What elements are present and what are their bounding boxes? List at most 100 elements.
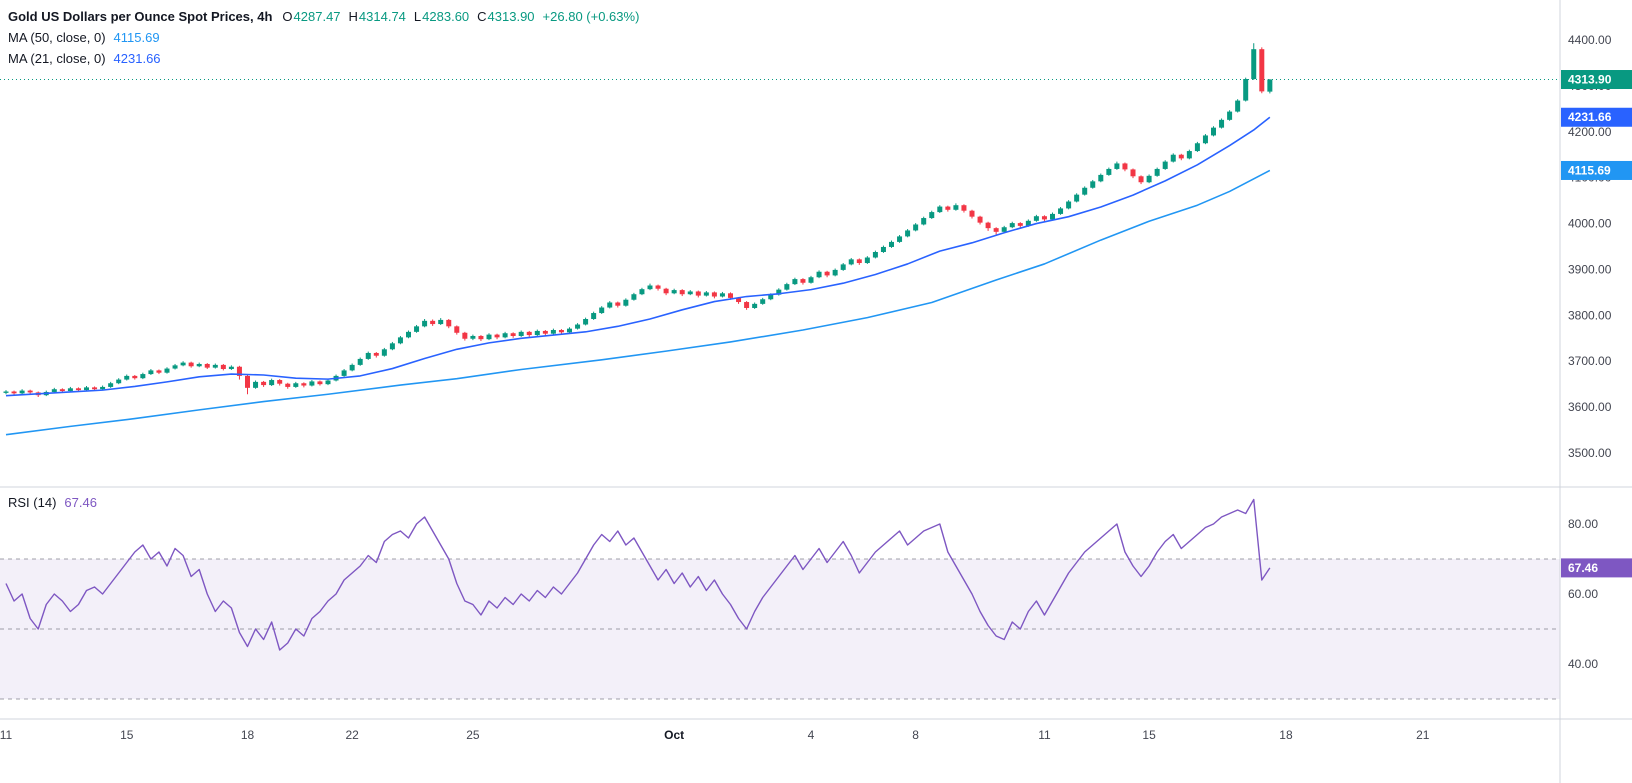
candle-body <box>124 375 130 380</box>
candle-body <box>1186 151 1192 159</box>
rsi-legend-row[interactable]: RSI (14) 67.46 <box>8 492 97 513</box>
time-axis[interactable]: 11 15 18 22 25 Oct 4 8 11 15 18 21 <box>0 728 1430 742</box>
candle-body <box>180 362 186 366</box>
candle-body <box>736 297 742 303</box>
time-tick-label: 4 <box>808 728 815 742</box>
candle-body <box>470 335 476 339</box>
candle-body <box>204 363 210 368</box>
candle-body <box>703 292 709 296</box>
time-tick-label: 25 <box>466 728 480 742</box>
candle-body <box>534 330 540 336</box>
candle-body <box>196 363 202 367</box>
candle-body <box>945 206 951 210</box>
candle-body <box>728 293 733 298</box>
candle-body <box>1259 49 1265 92</box>
time-tick-label: 22 <box>345 728 359 742</box>
close-key: C <box>477 9 487 24</box>
price-badge: 4115.69 <box>1561 160 1632 180</box>
candle-body <box>953 205 959 210</box>
candle-body <box>1098 174 1104 182</box>
candle-body <box>381 349 387 356</box>
main-legend: Gold US Dollars per Ounce Spot Prices, 4… <box>8 6 639 69</box>
candle-body <box>985 222 991 229</box>
candle-body <box>438 319 444 325</box>
candle-body <box>913 224 919 231</box>
candle-body <box>75 388 81 391</box>
candle-body <box>502 333 508 338</box>
candle-body <box>454 326 460 333</box>
candle-body <box>880 246 886 253</box>
price-tick-label: 4000.00 <box>1568 217 1612 231</box>
candle-body <box>695 291 701 296</box>
ma50-legend-row[interactable]: MA (50, close, 0) 4115.69 <box>8 27 639 48</box>
candle-body <box>864 257 870 264</box>
candle-body <box>671 290 677 294</box>
price-badge-bg <box>1561 160 1632 180</box>
price-tick-label: 3800.00 <box>1568 308 1612 322</box>
candle-body <box>687 291 693 295</box>
candle-body <box>1243 79 1249 101</box>
candle-body <box>67 388 73 392</box>
close-value: 4313.90 <box>487 9 535 24</box>
candle-body <box>341 370 347 376</box>
candle-body <box>1235 100 1241 112</box>
candle-body <box>253 381 259 388</box>
price-tick-label: 3600.00 <box>1568 400 1612 414</box>
rsi-axis[interactable]: 80.00 60.00 40.00 <box>1568 517 1598 671</box>
candle-body <box>1106 168 1112 175</box>
candle-body <box>816 271 822 278</box>
time-tick-label: Oct <box>664 728 684 742</box>
candle-body <box>848 259 854 265</box>
rsi-line <box>5 498 1271 651</box>
candle-body <box>293 383 299 387</box>
candle-body <box>1227 111 1233 120</box>
candle-body <box>430 320 436 325</box>
candle-body <box>59 389 65 392</box>
price-tick-label: 3700.00 <box>1568 354 1612 368</box>
candle-body <box>1050 213 1055 220</box>
candle-body <box>406 331 411 338</box>
ma50-label: MA (50, close, 0) <box>8 30 106 45</box>
candle-body <box>719 293 725 297</box>
candle-body <box>140 374 146 379</box>
candle-body <box>220 364 226 370</box>
price-badge-bg <box>1561 70 1632 90</box>
candle-body <box>478 335 484 340</box>
candle-body <box>365 352 371 359</box>
candle-body <box>510 333 516 336</box>
candle-body <box>776 289 782 295</box>
candle-body <box>832 269 838 276</box>
candle-body <box>631 294 637 300</box>
candle-body <box>1154 168 1160 176</box>
candle-body <box>1130 169 1136 177</box>
candle-body <box>357 358 363 365</box>
candle-body <box>558 330 564 333</box>
candle-body <box>897 236 903 242</box>
time-tick-label: 18 <box>241 728 255 742</box>
candle-body <box>1074 194 1080 202</box>
price-axis[interactable]: 4400.004300.004200.004100.004000.003900.… <box>1568 33 1612 460</box>
candle-body <box>792 279 798 285</box>
rsi-badge-bg <box>1561 558 1632 578</box>
candle-body <box>808 277 814 283</box>
price-badge-label: 4231.66 <box>1568 110 1612 124</box>
candle-body <box>422 320 428 327</box>
candle-body <box>526 331 532 336</box>
candle-body <box>1138 176 1144 183</box>
price-tick-label: 3500.00 <box>1568 446 1612 460</box>
candle-body <box>132 375 138 379</box>
low-key: L <box>413 9 422 24</box>
candle-body <box>1170 154 1176 162</box>
candlestick-series <box>3 43 1273 398</box>
ma21-legend-row[interactable]: MA (21, close, 0) 4231.66 <box>8 48 639 69</box>
candle-body <box>679 290 685 295</box>
candle-body <box>1178 154 1184 159</box>
candle-body <box>744 302 750 308</box>
open-value: 4287.47 <box>293 9 341 24</box>
candle-body <box>784 284 790 290</box>
candle-body <box>1001 227 1007 232</box>
candle-body <box>108 383 114 387</box>
symbol-legend-row[interactable]: Gold US Dollars per Ounce Spot Prices, 4… <box>8 6 639 27</box>
candle-body <box>1202 135 1208 144</box>
